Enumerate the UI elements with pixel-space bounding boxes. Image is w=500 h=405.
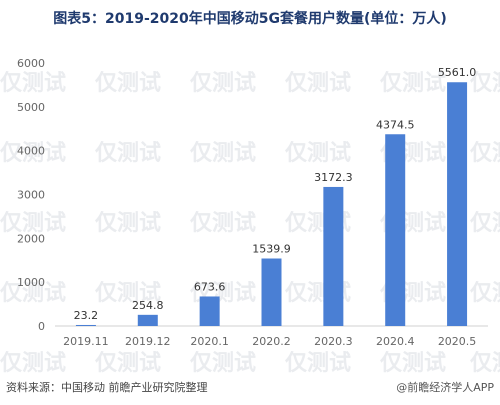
y-tick-label: 0 bbox=[38, 320, 45, 333]
y-tick-label: 3000 bbox=[17, 189, 45, 202]
x-tick-label: 2020.4 bbox=[376, 335, 415, 348]
chart-title: 图表5：2019-2020年中国移动5G套餐用户数量(单位：万人) bbox=[53, 11, 447, 27]
x-tick-label: 2020.2 bbox=[252, 335, 291, 348]
bar-value-label: 673.6 bbox=[194, 280, 226, 293]
source-note: 资料来源：中国移动 前瞻产业研究院整理 bbox=[6, 381, 208, 394]
bar-value-label: 1539.9 bbox=[252, 243, 291, 256]
x-tick-label: 2020.1 bbox=[190, 335, 229, 348]
bar bbox=[447, 82, 468, 327]
x-tick-label: 2020.5 bbox=[438, 335, 477, 348]
y-tick-label: 6000 bbox=[17, 57, 45, 70]
value-labels-group: 23.2 254.8 673.6 1539.9 3172.3 4374.5 5561.0 bbox=[74, 66, 477, 322]
bar-value-label: 3172.3 bbox=[314, 171, 353, 184]
bar bbox=[385, 134, 406, 326]
bar-value-label: 4374.5 bbox=[376, 118, 415, 131]
bar bbox=[137, 314, 158, 326]
bar-value-label: 5561.0 bbox=[438, 66, 477, 79]
y-tick-label: 2000 bbox=[17, 232, 45, 245]
bar bbox=[199, 296, 220, 326]
brand-label: @前瞻经济学人APP bbox=[396, 381, 494, 394]
y-tick-label: 1000 bbox=[17, 276, 45, 289]
x-tick-label: 2020.3 bbox=[314, 335, 353, 348]
y-tick-label: 4000 bbox=[17, 145, 45, 158]
x-tick-label: 2019.11 bbox=[63, 335, 109, 348]
y-tick-label: 5000 bbox=[17, 101, 45, 114]
bar-value-label: 23.2 bbox=[74, 309, 99, 322]
x-tick-label: 2019.12 bbox=[125, 335, 171, 348]
bar-value-label: 254.8 bbox=[132, 299, 164, 312]
bar bbox=[261, 258, 282, 326]
bars-group bbox=[75, 82, 468, 327]
bar bbox=[323, 186, 344, 326]
y-axis-ticks: 0 1000 2000 3000 4000 5000 6000 bbox=[17, 57, 45, 333]
x-axis-labels: 2019.11 2019.12 2020.1 2020.2 2020.3 2020.4 20… bbox=[63, 335, 476, 348]
bar bbox=[75, 324, 96, 326]
